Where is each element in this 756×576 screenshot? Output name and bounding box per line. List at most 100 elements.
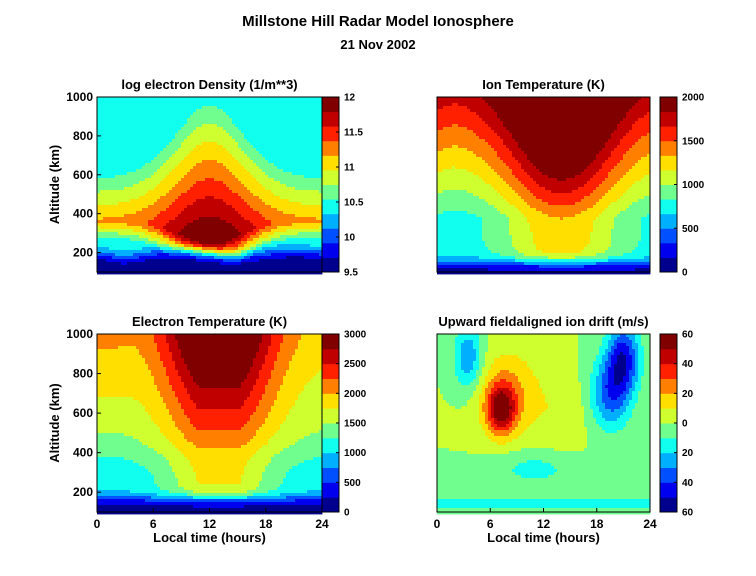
contour-cell	[647, 103, 651, 107]
contour-cell	[157, 166, 161, 170]
contour-cell	[148, 145, 152, 149]
contour-cell	[169, 163, 173, 167]
contour-cell	[103, 160, 107, 164]
contour-cell	[190, 178, 194, 182]
contour-cell	[292, 172, 296, 176]
contour-cell	[154, 232, 158, 236]
contour-cell	[220, 202, 224, 206]
contour-cell	[286, 223, 290, 227]
contour-cell	[184, 190, 188, 194]
contour-cell	[145, 187, 149, 191]
contour-cell	[313, 250, 317, 254]
contour-cell	[181, 268, 185, 272]
contour-cell	[232, 97, 236, 101]
contour-cell	[238, 124, 242, 128]
contour-cell	[295, 253, 299, 257]
contour-cell	[97, 103, 101, 107]
contour-cell	[238, 166, 242, 170]
contour-cell	[130, 247, 134, 251]
contour-cell	[190, 172, 194, 176]
contour-cell	[286, 142, 290, 146]
contour-cell	[232, 154, 236, 158]
contour-cell	[187, 211, 191, 215]
contour-cell	[259, 169, 263, 173]
contour-cell	[115, 232, 119, 236]
contour-cell	[217, 193, 221, 197]
contour-cell	[283, 151, 287, 155]
contour-cell	[202, 220, 206, 224]
contour-cell	[289, 250, 293, 254]
contour-cell	[202, 121, 206, 125]
contour-cell	[647, 115, 651, 119]
contour-cell	[235, 187, 239, 191]
contour-cell	[184, 133, 188, 137]
contour-cell	[202, 172, 206, 176]
contour-cell	[265, 262, 269, 266]
contour-cell	[178, 202, 182, 206]
contour-cell	[109, 136, 113, 140]
contour-cell	[130, 145, 134, 149]
contour-cell	[560, 115, 564, 119]
contour-cell	[235, 100, 239, 104]
contour-cell	[295, 112, 299, 116]
contour-cell	[304, 106, 308, 110]
contour-cell	[226, 202, 230, 206]
contour-cell	[202, 169, 206, 173]
contour-cell	[539, 106, 543, 110]
contour-cell	[244, 112, 248, 116]
contour-cell	[256, 181, 260, 185]
contour-cell	[232, 226, 236, 230]
contour-cell	[235, 262, 239, 266]
contour-cell	[223, 100, 227, 104]
contour-cell	[259, 160, 263, 164]
contour-cell	[572, 103, 576, 107]
contour-cell	[232, 244, 236, 248]
contour-cell	[440, 115, 444, 119]
contour-cell	[196, 169, 200, 173]
contour-cell	[283, 133, 287, 137]
contour-cell	[283, 253, 287, 257]
contour-cell	[208, 115, 212, 119]
contour-cell	[205, 199, 209, 203]
contour-cell	[205, 229, 209, 233]
contour-cell	[202, 202, 206, 206]
contour-cell	[301, 136, 305, 140]
contour-cell	[103, 187, 107, 191]
contour-cell	[313, 100, 317, 104]
contour-cell	[253, 190, 257, 194]
contour-cell	[265, 121, 269, 125]
contour-cell	[151, 169, 155, 173]
contour-cell	[265, 163, 269, 167]
contour-cell	[316, 103, 320, 107]
contour-cell	[289, 271, 293, 275]
contour-cell	[109, 217, 113, 221]
contour-cell	[190, 247, 194, 251]
contour-cell	[175, 133, 179, 137]
contour-cell	[199, 187, 203, 191]
contour-cell	[289, 262, 293, 266]
contour-cell	[283, 148, 287, 152]
contour-cell	[142, 100, 146, 104]
contour-cell	[196, 178, 200, 182]
contour-cell	[121, 223, 125, 227]
contour-cell	[223, 118, 227, 122]
contour-cell	[295, 121, 299, 125]
contour-cell	[226, 130, 230, 134]
contour-cell	[295, 148, 299, 152]
contour-cell	[181, 97, 185, 101]
contour-cell	[437, 112, 441, 116]
contour-cell	[199, 121, 203, 125]
contour-cell	[244, 136, 248, 140]
contour-cell	[280, 259, 284, 263]
contour-cell	[133, 139, 137, 143]
contour-cell	[437, 100, 441, 104]
contour-cell	[605, 109, 609, 113]
contour-cell	[100, 190, 104, 194]
contour-cell	[229, 163, 233, 167]
contour-cell	[154, 223, 158, 227]
contour-cell	[181, 271, 185, 275]
contour-cell	[175, 205, 179, 209]
contour-cell	[100, 184, 104, 188]
contour-cell	[184, 100, 188, 104]
contour-cell	[184, 178, 188, 182]
